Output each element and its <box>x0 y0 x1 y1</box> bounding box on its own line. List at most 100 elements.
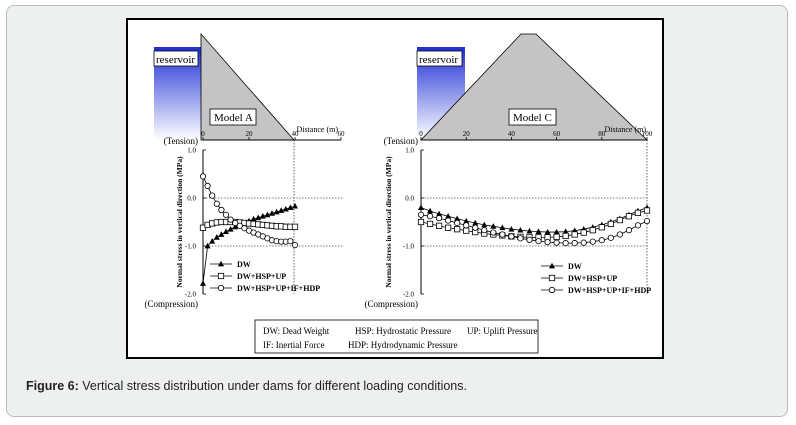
model-a-series-0-point <box>209 238 216 244</box>
model-a-series-0-point <box>227 226 234 232</box>
model-c-series-2-point <box>499 231 506 238</box>
model-a-series-0-point <box>200 280 206 286</box>
model-c-series-2-point <box>616 231 623 238</box>
model-a-legend-marker <box>217 284 225 292</box>
model-c-series-2-point <box>571 240 578 247</box>
model-a-series-0-point <box>273 208 280 215</box>
model-c-series-0-point <box>490 223 497 229</box>
figure-svg: reservoir Model A (Tension) Distance (m)… <box>145 32 653 354</box>
model-a-series-2-point <box>291 241 299 249</box>
model-c-series-1-point <box>463 227 470 234</box>
model-c-series-2-point <box>517 235 524 242</box>
model-a-schematic: reservoir Model A <box>153 32 295 141</box>
model-c-series-1-point <box>607 220 614 228</box>
model-label-a: Model A <box>214 112 253 124</box>
tension-label-c: (Tension) <box>384 136 418 146</box>
model-c-series-0-point <box>427 207 434 214</box>
model-c-series-0-point <box>463 217 470 224</box>
model-a-x-tick-label: 0 <box>201 130 205 138</box>
model-c-series-0-point <box>508 226 515 232</box>
caption-label: Figure 6: <box>26 379 79 393</box>
model-c-series-2-point <box>598 237 605 244</box>
model-a-series-2-point <box>232 219 239 227</box>
model-c-series-2-point <box>435 215 443 222</box>
model-c-series-2-point <box>481 227 488 234</box>
model-a-x-tick-label: 60 <box>338 130 346 138</box>
model-c-series-2-point <box>634 222 642 229</box>
model-a-legend-label: DW <box>237 260 251 269</box>
model-c-series-2-point <box>463 222 470 229</box>
distance-title-a: Distance (m) <box>296 125 338 134</box>
abbr-hdp: HDP: Hydrodynamic Pressure <box>348 340 458 350</box>
model-a-legend-marker <box>217 272 225 280</box>
model-c-series-2-point <box>553 239 560 246</box>
model-c-series-2-point <box>580 239 587 246</box>
model-c-series-2-point <box>535 238 542 245</box>
chart-model-c: 0 20 40 60 80 100 1.0 0.0 -1.0 -2.0 Normal stress … <box>384 130 653 299</box>
figure-caption: Figure 6: Vertical stress distribution u… <box>26 379 467 393</box>
model-c-series-2-point <box>472 224 479 231</box>
model-c-series-0-point <box>445 213 452 219</box>
model-c-series-2-point <box>508 233 515 240</box>
model-a-series-0-point <box>232 223 239 230</box>
model-c-x-tick-label: 20 <box>463 130 471 138</box>
model-c-legend-label: DW <box>568 262 582 271</box>
model-c-legend-label: DW+HSP+UP+IF+HDP <box>568 286 651 295</box>
abbr-up: UP: Uplift Pressure <box>467 326 538 336</box>
model-a-series-0-point <box>269 210 275 216</box>
model-c-series-0-point <box>553 228 560 235</box>
model-a-series-2-point <box>218 206 225 214</box>
model-c-series-1-point <box>435 222 443 229</box>
model-label-box-a <box>209 108 257 126</box>
model-c-series-1-point <box>426 220 434 228</box>
model-a-series-2-point <box>287 238 294 245</box>
model-c-y-title: Normal stress in vertical direction (MPa… <box>384 156 393 288</box>
model-a-series-0-point <box>259 213 266 219</box>
model-c-series-2-point <box>589 238 596 245</box>
model-a-series-0-point <box>213 234 220 240</box>
model-c-series-1-point <box>454 226 461 233</box>
model-a-series-2-point <box>227 216 234 223</box>
model-c-series-0-point <box>499 224 506 231</box>
model-a-x-tick-label: 20 <box>246 130 254 138</box>
model-c-x-tick-label: 80 <box>598 130 606 138</box>
model-c-x-tick-label: 0 <box>419 130 423 138</box>
model-c-series-2-point <box>490 229 497 236</box>
model-c-series-0-point <box>562 228 569 234</box>
model-a-y-tick-label: -1.0 <box>185 243 197 251</box>
model-a-series-1-point <box>291 223 299 230</box>
model-a-series-0-point <box>287 204 294 210</box>
model-c-series-0-point <box>436 210 443 217</box>
reservoir-label-box-c <box>416 50 463 67</box>
tension-label-a: (Tension) <box>164 136 198 146</box>
model-a-series-0-point <box>264 211 271 218</box>
model-c-series-1-point <box>634 209 642 216</box>
model-a-legend-marker <box>218 260 224 267</box>
reservoir-label-c: reservoir <box>419 54 458 66</box>
model-c-series-2-point <box>607 234 614 241</box>
reservoir-label-a: reservoir <box>156 54 195 66</box>
model-a-series-0-point <box>278 207 285 213</box>
model-c-series-0-point <box>526 227 533 234</box>
model-a-y-tick-label: -2.0 <box>185 291 197 299</box>
model-c-series-2-point <box>562 240 569 247</box>
model-a-y-title: Normal stress in vertical direction (MPa… <box>175 156 184 288</box>
model-c-series-1-point <box>589 227 596 234</box>
model-a-series-2-point <box>204 182 211 190</box>
model-c-series-2-point <box>544 239 551 246</box>
model-c-series-1-point <box>571 231 578 238</box>
model-c-series-0-point <box>517 226 524 233</box>
figure-card: reservoir Model A (Tension) Distance (m)… <box>6 5 788 417</box>
model-c-series-1-point <box>616 216 623 224</box>
model-label-c: Model C <box>513 112 552 124</box>
model-a-series-0-point <box>223 228 229 234</box>
model-a-legend-label: DW+HSP+UP+IF+HDP <box>237 284 320 293</box>
model-a-series-2-point <box>199 173 207 180</box>
abbr-hsp: HSP: Hydrostatic Pressure <box>355 326 451 336</box>
model-c-series-0-point <box>472 219 479 226</box>
model-c-series-1-point <box>625 213 633 220</box>
model-c-legend-label: DW+HSP+UP <box>568 274 617 283</box>
model-a-x-tick-label: 40 <box>292 130 300 138</box>
caption-text: Vertical stress distribution under dams … <box>82 379 467 393</box>
